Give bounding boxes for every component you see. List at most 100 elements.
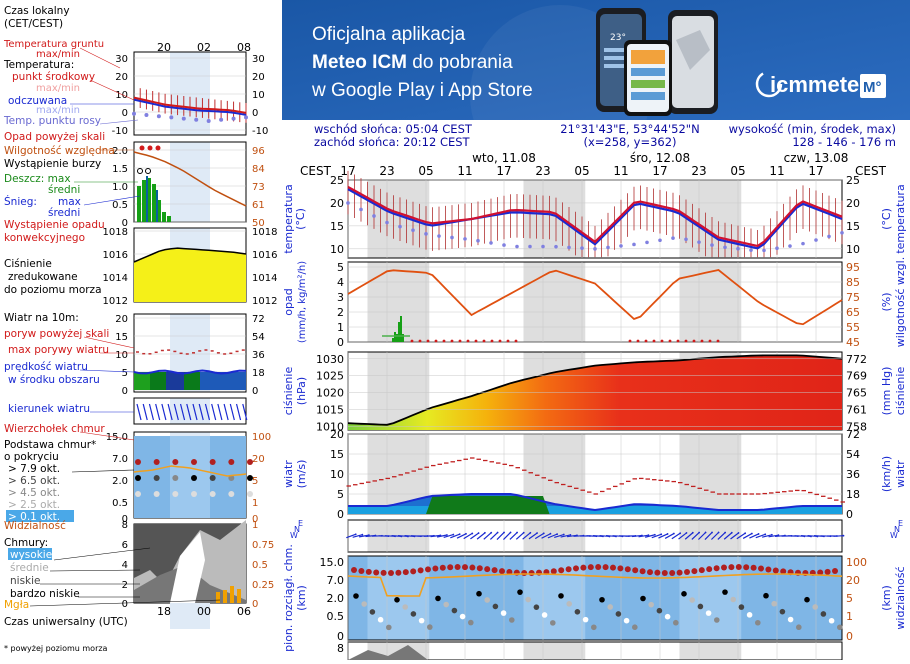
- cloud-base-dot: [542, 612, 548, 618]
- cloud-top-dot: [447, 564, 453, 570]
- wind-tick-r: 18: [846, 488, 860, 501]
- legend-cloud-top-dot: [210, 459, 216, 465]
- temp-tick-r: 20: [846, 197, 860, 210]
- legend-maxmin: max/min: [36, 83, 80, 94]
- temp-tick-l: 10: [330, 243, 344, 256]
- precip-tick-l: 3: [337, 291, 344, 304]
- cloud-top-dot: [721, 565, 727, 571]
- legend-cloud-base: Podstawa chmur*: [4, 439, 96, 451]
- cb-unit-label: (km): [295, 585, 308, 611]
- cloud-top-dot: [403, 569, 409, 575]
- legend-okt4: > 2.5 okt.: [8, 499, 60, 511]
- vis-tick-r: 20: [846, 574, 860, 587]
- cloud-top-dot: [440, 565, 446, 571]
- cloud-base-dot: [476, 591, 482, 597]
- cloud-top-dot: [492, 567, 498, 573]
- dew-point-dot: [827, 235, 831, 239]
- cloud-top-dot: [603, 564, 609, 570]
- legend-press-tick-r: 1018: [252, 227, 277, 238]
- legend-rain-bar: [167, 216, 171, 222]
- cb-tick-l: 2.0: [327, 592, 345, 605]
- legend-cb-tick-r: 20: [252, 454, 265, 465]
- dew-point-dot: [580, 246, 584, 250]
- precip-marker: [669, 340, 672, 343]
- wind-tick-r: 72: [846, 428, 860, 441]
- legend-dew-dot: [132, 112, 136, 116]
- legend-wind-tick-l: 10: [115, 350, 128, 361]
- cloud-base-dot: [755, 620, 761, 626]
- wind-tick-r: 0: [846, 508, 853, 521]
- cloud-base-dot: [558, 593, 564, 599]
- legend-cloud-base-dot: [210, 475, 216, 481]
- cloud-top-dot: [773, 567, 779, 573]
- press-tick-r: 769: [846, 370, 867, 383]
- dew-point-dot: [632, 243, 636, 247]
- legend-cl-tick-l: 2: [122, 580, 128, 591]
- press-tick-r: 761: [846, 404, 867, 417]
- dew-point-dot: [658, 238, 662, 242]
- cloud-top-dot: [669, 570, 675, 576]
- hour-tick: 11: [457, 164, 472, 178]
- banner-line2-bold: Meteo ICM: [312, 52, 407, 73]
- dew-point-dot: [710, 243, 714, 247]
- press-axis-label: ciśnienie: [282, 367, 295, 416]
- grid-text: (x=258, y=362): [583, 135, 676, 149]
- legend-precip-above-dot: [140, 146, 145, 151]
- legend-wind-tick-l: 0: [122, 386, 128, 397]
- cloud-base-dot: [509, 617, 515, 623]
- dew-point-dot: [593, 247, 597, 251]
- precip-marker: [645, 340, 648, 343]
- legend-cloud-top: Wierzchołek chmur: [4, 423, 105, 435]
- legend-wind-speed-band: [166, 372, 184, 390]
- legend-wind-speed2: w środku obszaru: [8, 374, 100, 386]
- precip-marker: [685, 340, 688, 343]
- cloud-top-dot: [706, 566, 712, 572]
- legend-cl-tick-r: 1: [252, 520, 258, 531]
- cloud-top-dot: [640, 568, 646, 574]
- legend-pressure-area: [134, 248, 246, 302]
- cloud-base-dot: [771, 601, 777, 607]
- dew-point-dot: [463, 237, 467, 241]
- precip-tick-l: 5: [337, 261, 344, 274]
- temp-tick-l: 25: [330, 174, 344, 187]
- cloud-top-dot: [521, 570, 527, 576]
- dew-point-dot: [437, 234, 441, 238]
- dew-point-dot: [619, 244, 623, 248]
- humidity-tick: 85: [846, 276, 860, 289]
- cloud-top-dot: [588, 564, 594, 570]
- cb-tick-l: 15.0: [320, 556, 345, 569]
- legend-time-local: Czas lokalny: [4, 5, 70, 17]
- sunrise-text: wschód słońca: 05:04 CEST: [314, 122, 473, 136]
- cloud-base-dot: [452, 608, 458, 614]
- cloud-top-dot: [381, 570, 387, 576]
- temp-unit-label-r: (°C): [880, 208, 893, 230]
- cloud-top-dot: [425, 566, 431, 572]
- legend-cl-tick-l: 6: [122, 540, 128, 551]
- precip-tick-l: 0: [337, 336, 344, 349]
- legend-precip-tick-l: 1.5: [112, 164, 128, 175]
- cloud-base-dot: [443, 602, 449, 608]
- cloud-top-dot: [632, 567, 638, 573]
- precip-marker: [693, 340, 696, 343]
- legend-temp-tick-r: 0: [252, 108, 258, 119]
- cloud-base-dot: [353, 593, 359, 599]
- dew-point-dot: [736, 247, 740, 251]
- legend-cloud-base-dot: [191, 491, 197, 497]
- legend-precip-above-dot: [148, 146, 153, 151]
- legend-gust-max: max porywy wiatru: [8, 344, 109, 356]
- cloud-base-dot: [648, 602, 654, 608]
- precip-tick-l: 2: [337, 306, 344, 319]
- night-band-cl: [680, 643, 742, 660]
- cloud-base-dot: [484, 597, 490, 603]
- legend-leader: [72, 470, 134, 472]
- legend-precip-tick-l: 0.5: [112, 200, 128, 211]
- dew-point-dot: [775, 246, 779, 250]
- night-band-temp: [368, 181, 430, 258]
- dew-point-dot: [515, 245, 519, 249]
- wind-unit-label: (m/s): [295, 460, 308, 489]
- legend-high: wysokie: [10, 549, 52, 561]
- legend-local-tick: 20: [157, 41, 171, 54]
- legend-snow-avg: średni: [48, 207, 80, 219]
- precip-marker: [709, 340, 712, 343]
